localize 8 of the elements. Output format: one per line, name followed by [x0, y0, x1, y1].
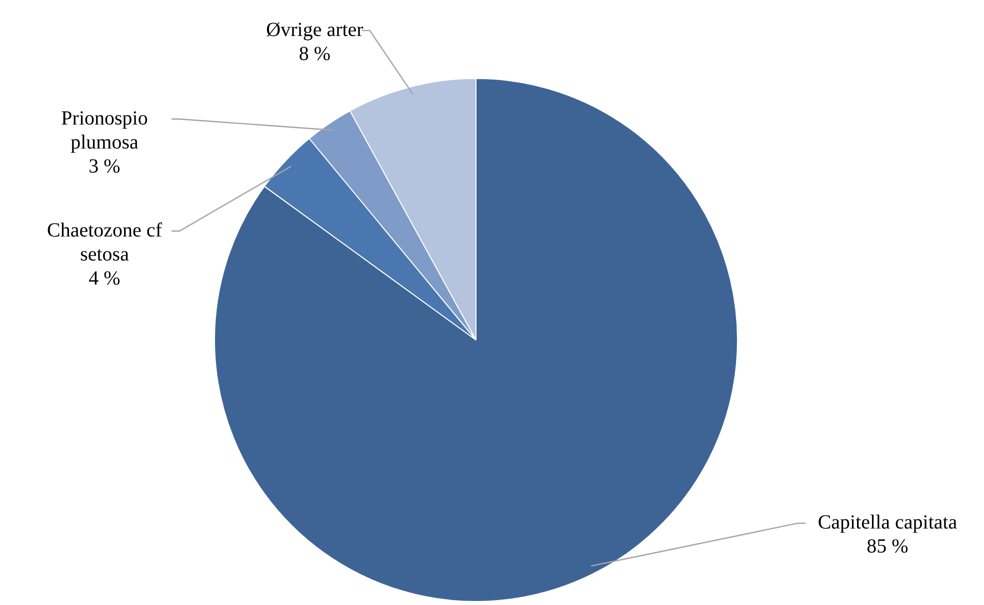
- slice-label: Chaetozone cf setosa: [47, 219, 162, 266]
- slice-label: Capitella capitata: [818, 512, 958, 534]
- data-label: 3 %: [88, 155, 120, 178]
- data-label: 4 %: [88, 267, 120, 290]
- data-label: 8 %: [298, 42, 331, 65]
- data-label: 85 %: [866, 536, 908, 558]
- slice-label: Øvrige arter: [266, 18, 364, 41]
- slice-label: Prionospio plumosa: [61, 107, 148, 154]
